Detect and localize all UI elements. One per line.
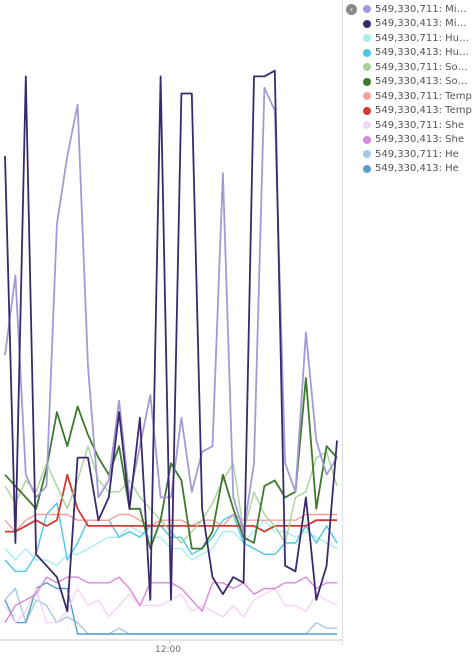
legend-swatch [363, 135, 371, 144]
legend-item[interactable]: 549,330,413: He [346, 162, 472, 177]
legend-label: 549,330,413: Min ran... [375, 18, 472, 30]
legend-swatch [363, 150, 371, 159]
legend-item[interactable]: 549,330,711: Temp [346, 89, 472, 104]
legend-swatch [363, 77, 371, 86]
legend-item[interactable]: 549,330,413: She [346, 133, 472, 148]
legend-item[interactable]: 549,330,711: Sound [346, 60, 472, 75]
series-line-5 [4, 445, 338, 544]
legend-swatch [363, 164, 371, 173]
legend-collapse-icon[interactable]: ‹ [346, 3, 357, 15]
legend-swatch [363, 121, 371, 130]
legend-swatch [363, 63, 371, 72]
series-line-7 [4, 513, 337, 533]
legend-item[interactable]: 549,330,711: She [346, 118, 472, 133]
legend-label: 549,330,413: She [375, 134, 465, 146]
legend-item[interactable]: ‹ 549,330,711: Min ran... [346, 2, 472, 17]
legend-swatch [363, 48, 371, 57]
line-chart: 12:00 [0, 69, 342, 655]
legend: ‹ 549,330,711: Min ran... 549,330,413: Min… [346, 2, 472, 176]
legend-item[interactable]: 549,330,413: Humidity [346, 46, 472, 61]
legend-item[interactable]: 549,330,413: Sound [346, 75, 472, 90]
series-line-8 [5, 473, 337, 533]
legend-label: 549,330,711: He [375, 148, 459, 160]
legend-label: 549,330,711: Sound [375, 61, 472, 73]
series-line-6 [4, 376, 338, 550]
legend-swatch [363, 34, 371, 43]
legend-label: 549,330,413: Humidity [375, 47, 472, 59]
series-line-4 [4, 502, 338, 573]
legend-swatch [363, 92, 371, 101]
legend-label: 549,330,413: Sound [375, 76, 472, 88]
legend-item[interactable]: 549,330,711: Humidity [346, 31, 472, 46]
legend-divider [342, 0, 343, 645]
legend-item[interactable]: 549,330,711: He [346, 147, 472, 162]
series-line-2 [4, 69, 338, 613]
legend-item[interactable]: 549,330,413: Temp [346, 104, 472, 119]
legend-label: 549,330,711: Min ran... [375, 3, 472, 15]
legend-swatch [363, 19, 371, 28]
legend-label: 549,330,711: Humidity [375, 32, 472, 44]
series-line-3 [4, 519, 338, 567]
legend-item[interactable]: 549,330,413: Min ran... [346, 17, 472, 32]
series-layer [4, 69, 338, 635]
series-line-1 [4, 86, 338, 533]
x-tick-label: 12:00 [155, 645, 181, 655]
legend-label: 549,330,711: Temp [375, 90, 472, 102]
legend-label: 549,330,413: He [375, 163, 459, 175]
legend-label: 549,330,711: She [375, 119, 465, 131]
legend-label: 549,330,413: Temp [375, 105, 472, 117]
legend-swatch [363, 106, 371, 115]
legend-swatch [363, 5, 371, 14]
